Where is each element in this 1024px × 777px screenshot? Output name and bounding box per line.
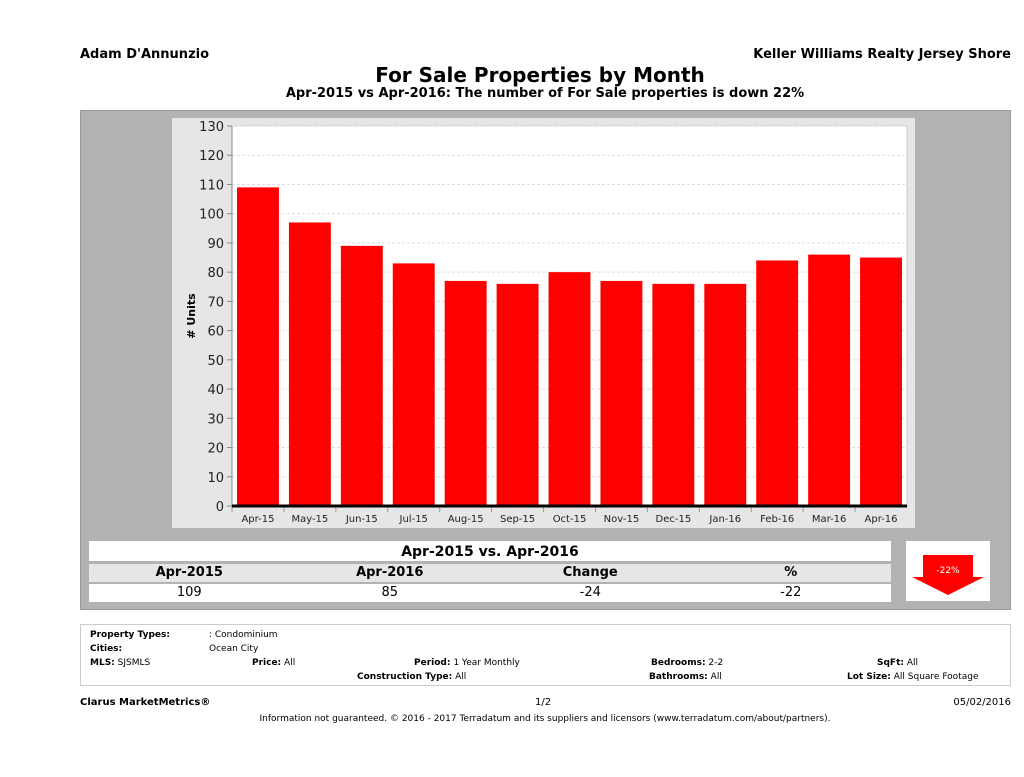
chart-area: 0 10 20 30 40 50 60 70 80 90 100 110 120 130 Apr-15 May…: [172, 118, 915, 528]
bar: [704, 283, 747, 506]
y-tick-label: 100: [199, 208, 224, 223]
x-tick-label: Jul-15: [399, 514, 428, 525]
y-tick-label: 40: [207, 383, 224, 398]
summary-header: %: [784, 565, 798, 580]
bar: [288, 222, 331, 506]
x-tick-label: Dec-15: [656, 514, 692, 525]
criteria-box: Property Types: : Condominium Cities: Oc…: [80, 624, 1011, 686]
x-tick-label: Aug-15: [448, 514, 484, 525]
property-types: : Condominium: [209, 630, 278, 640]
y-tick-label: 30: [207, 412, 224, 427]
label: Bathrooms:: [649, 672, 708, 682]
bar: [860, 257, 902, 506]
construction-type: All: [455, 672, 467, 682]
bar: [392, 263, 435, 506]
page-title: For Sale Properties by Month: [375, 63, 705, 87]
x-tick-label: Nov-15: [604, 514, 640, 525]
label: Construction Type:: [357, 672, 453, 682]
y-tick-label: 70: [207, 295, 224, 310]
summary-value: -22: [780, 585, 802, 600]
page-subtitle: Apr-2015 vs Apr-2016: The number of For …: [285, 86, 805, 101]
y-tick-label: 50: [207, 354, 224, 369]
y-tick-label: 120: [199, 149, 224, 164]
summary-header: Apr-2015: [155, 565, 223, 580]
x-tick-label: Sep-15: [500, 514, 535, 525]
bar: [444, 280, 487, 506]
period: 1 Year Monthly: [453, 658, 520, 668]
summary-header: Change: [562, 565, 618, 580]
summary-title: Apr-2015 vs. Apr-2016: [89, 541, 891, 561]
bar: [652, 283, 695, 506]
x-tick-label: May-15: [291, 514, 328, 525]
summary-value: 109: [176, 585, 202, 600]
y-tick-label: 110: [199, 178, 224, 193]
x-tick-label: Apr-16: [865, 514, 898, 525]
label: Price:: [252, 658, 282, 668]
y-tick-label: 10: [207, 471, 224, 486]
bar: [808, 254, 851, 506]
mls: SJSMLS: [117, 658, 151, 668]
price: All: [284, 658, 296, 668]
y-tick-label: 0: [216, 500, 224, 515]
x-tick-label: Feb-16: [760, 514, 794, 525]
y-axis-label: # Units: [185, 293, 198, 339]
summary-header: Apr-2016: [356, 565, 424, 580]
down-arrow-icon: [912, 555, 984, 595]
label: Property Types:: [90, 630, 170, 640]
y-tick-label: 130: [199, 120, 224, 135]
label: SqFt:: [877, 658, 904, 668]
page-number: 1/2: [535, 697, 552, 708]
lot-size: All Square Footage: [893, 672, 979, 682]
label: Period:: [414, 658, 451, 668]
x-tick-label: Jun-15: [345, 514, 378, 525]
x-tick-label: Jan-16: [708, 514, 741, 525]
bar: [237, 187, 279, 506]
bar-chart: 0 10 20 30 40 50 60 70 80 90 100 110 120 130 Apr-15 May…: [185, 120, 908, 525]
sqft: All: [906, 658, 919, 668]
y-tick-label: 60: [207, 325, 224, 340]
bar: [756, 260, 799, 506]
x-tick-label: Oct-15: [553, 514, 587, 525]
cities: Ocean City: [209, 644, 259, 654]
broker-name: Keller Williams Realty Jersey Shore: [753, 47, 1011, 62]
bedrooms: 2-2: [708, 658, 724, 668]
bar: [600, 280, 643, 506]
summary-value: 85: [381, 585, 399, 600]
agent-name: Adam D'Annunzio: [80, 47, 210, 62]
bathrooms: All: [710, 672, 722, 682]
x-tick-label: Apr-15: [241, 514, 274, 525]
y-tick-label: 90: [207, 237, 224, 252]
label: Cities:: [90, 644, 123, 654]
label: Lot Size:: [847, 672, 891, 682]
y-tick-label: 20: [207, 442, 224, 457]
bar: [548, 272, 591, 506]
brand: Clarus MarketMetrics®: [80, 697, 211, 708]
label: Bedrooms:: [651, 658, 706, 668]
summary-value: -24: [579, 585, 601, 600]
summary-value-row: 109 85 -24 -22: [89, 584, 891, 602]
bar: [496, 283, 539, 506]
change-badge: -22%: [906, 541, 990, 601]
disclaimer: Information not guaranteed. © 2016 - 201…: [259, 714, 831, 724]
report-date: 05/02/2016: [953, 697, 1011, 708]
y-tick-label: 80: [207, 266, 224, 281]
x-tick-label: Mar-16: [812, 514, 847, 525]
summary-header-row: Apr-2015 Apr-2016 Change %: [89, 564, 891, 582]
change-badge-text: -22%: [936, 566, 960, 576]
label: MLS:: [90, 658, 115, 668]
bar: [340, 245, 383, 506]
